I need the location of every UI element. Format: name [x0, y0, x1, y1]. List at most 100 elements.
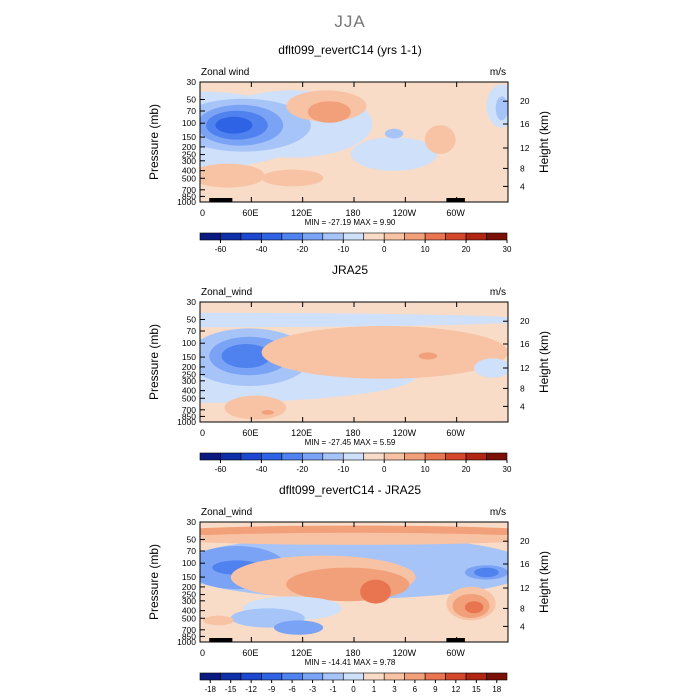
colorbar-swatch [465, 452, 487, 461]
units-label: m/s [490, 507, 506, 518]
panel-title: JRA25 [332, 263, 368, 277]
colorbar-label: -12 [245, 685, 257, 694]
colorbar-swatch [240, 452, 262, 461]
colorbar-swatch [342, 452, 365, 461]
colorbar-swatch [322, 232, 344, 241]
contour-region [261, 169, 324, 187]
colorbar-swatch [322, 452, 344, 461]
y-tick-label: 30 [187, 517, 197, 527]
contour-region [200, 532, 508, 545]
colorbar-label: 18 [492, 685, 501, 694]
y-tick-label: 30 [187, 77, 197, 87]
colorbar-label: 0 [382, 465, 387, 474]
colorbar-swatch [383, 672, 405, 681]
colorbar-swatch [383, 452, 405, 461]
y-tick-label: 400 [182, 386, 196, 396]
colorbar-label: 15 [472, 685, 481, 694]
colorbar-label: 0 [382, 245, 387, 254]
colorbar-swatch [302, 452, 324, 461]
colorbar-swatch [240, 232, 262, 241]
variable-label: Zonal_wind [201, 507, 252, 518]
colorbar-swatch [220, 452, 242, 461]
colorbar-label: 0 [351, 685, 356, 694]
min-max-stats: MIN = -27.19 MAX = 9.90 [305, 218, 396, 227]
topography-mark [446, 198, 462, 202]
topography-mark [460, 198, 465, 202]
units-label: m/s [490, 287, 506, 298]
y-axis-label: Pressure (mb) [147, 104, 161, 180]
y-tick-label: 500 [182, 393, 196, 403]
height-tick-label: 12 [520, 363, 530, 373]
colorbar-label: -1 [329, 685, 337, 694]
x-tick-label: 60W [446, 428, 465, 438]
colorbar-label: 20 [462, 245, 471, 254]
colorbar-swatch [281, 232, 303, 241]
contour-region [474, 358, 508, 378]
topography-mark [223, 198, 233, 202]
colorbar-label: 1 [372, 685, 377, 694]
panel-title: dflt099_revertC14 - JRA25 [279, 483, 421, 497]
contour-region [200, 163, 265, 188]
colorbar-label: -10 [337, 245, 349, 254]
colorbar-label: 10 [421, 245, 430, 254]
colorbar-label: 30 [503, 245, 512, 254]
y-tick-label: 100 [182, 118, 196, 128]
right-axis-label: Height (km) [537, 331, 551, 393]
contour-region [384, 128, 404, 139]
colorbar-swatch [363, 452, 385, 461]
y-tick-label: 70 [187, 546, 197, 556]
y-tick-label: 1000 [177, 417, 196, 427]
y-tick-label: 70 [187, 106, 197, 116]
colorbar-label: -10 [337, 465, 349, 474]
x-tick-label: 60E [242, 648, 258, 658]
contour-region [261, 326, 508, 379]
y-tick-label: 250 [182, 150, 196, 160]
colorbar-label: 12 [451, 685, 460, 694]
x-tick-label: 120E [291, 648, 312, 658]
x-tick-label: 120E [291, 208, 312, 218]
y-tick-label: 50 [187, 314, 197, 324]
colorbar-label: -9 [268, 685, 276, 694]
contour-region [360, 579, 391, 604]
panel-title: dflt099_revertC14 (yrs 1-1) [278, 43, 421, 57]
topography-mark [209, 638, 228, 642]
contour-region [215, 116, 253, 134]
colorbar-swatch [322, 672, 344, 681]
colorbar-swatch [465, 672, 487, 681]
height-tick-label: 12 [520, 583, 530, 593]
colorbar-swatch [220, 232, 242, 241]
y-tick-label: 500 [182, 173, 196, 183]
page-title: JJA [334, 12, 366, 31]
contour-region [273, 620, 324, 635]
height-tick-label: 8 [520, 163, 525, 173]
x-tick-label: 180 [345, 648, 360, 658]
colorbar-label: 10 [421, 465, 430, 474]
y-tick-label: 250 [182, 370, 196, 380]
panel-1: dflt099_revertC14 (yrs 1-1) Zonal wind m/s… [147, 43, 551, 254]
y-tick-label: 200 [182, 362, 196, 372]
y-axis-label: Pressure (mb) [147, 544, 161, 620]
y-tick-label: 70 [187, 326, 197, 336]
colorbar-label: 3 [392, 685, 397, 694]
y-tick-label: 100 [182, 558, 196, 568]
contour-region [286, 567, 410, 602]
colorbar-label: 20 [462, 465, 471, 474]
y-tick-label: 200 [182, 142, 196, 152]
colorbar-swatch [404, 672, 426, 681]
height-tick-label: 20 [520, 316, 530, 326]
colorbar-swatch [261, 452, 283, 461]
variable-label: Zonal_wind [201, 287, 252, 298]
colorbar-swatch [261, 672, 283, 681]
y-tick-label: 1000 [177, 637, 196, 647]
contour-region [495, 96, 508, 121]
x-tick-label: 180 [345, 208, 360, 218]
y-tick-label: 300 [182, 596, 196, 606]
colorbar-swatch [486, 232, 508, 241]
y-tick-label: 700 [182, 625, 196, 635]
contour-region [350, 137, 438, 171]
contour-region [203, 615, 234, 626]
height-tick-label: 16 [520, 559, 530, 569]
colorbar-label: -40 [256, 465, 268, 474]
